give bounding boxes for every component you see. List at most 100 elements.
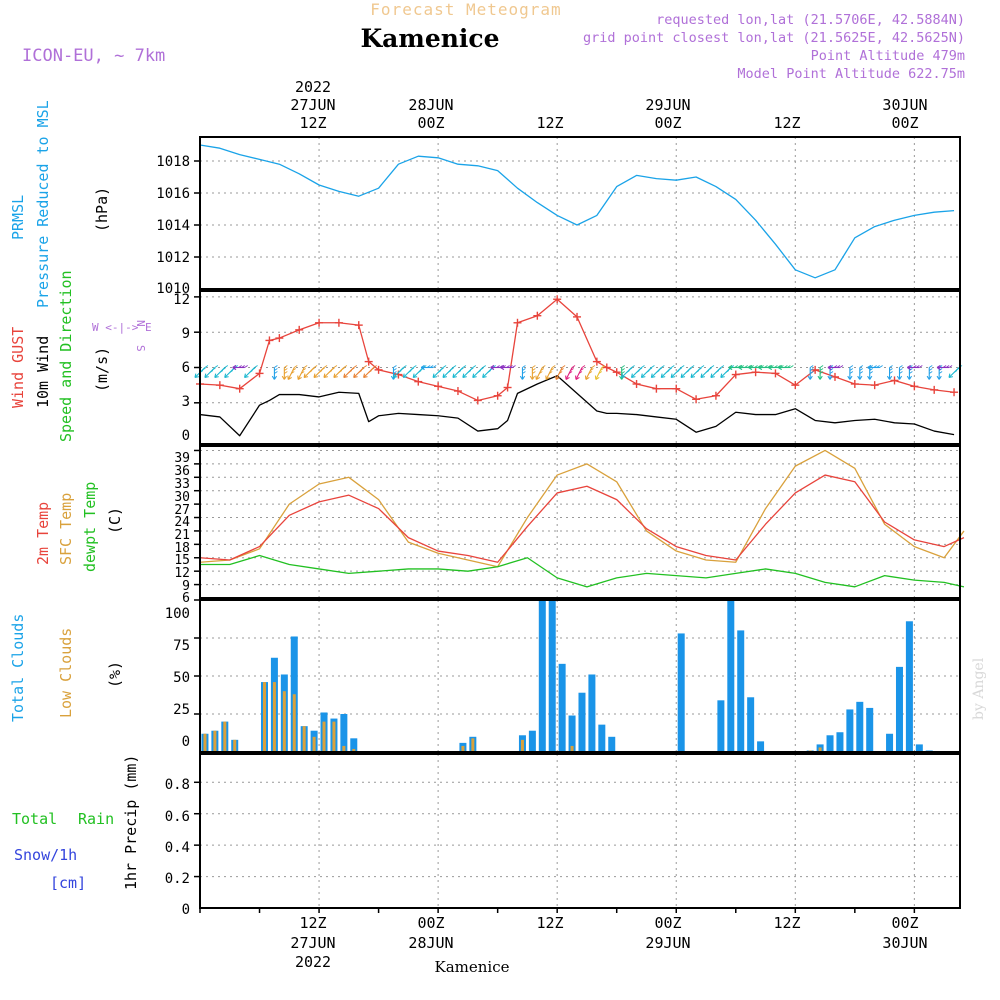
pressure-tick-label: 1014 (156, 218, 190, 234)
wind-arrow (670, 365, 685, 379)
wind-arrow-head (768, 364, 773, 368)
gust-marker (592, 357, 601, 366)
wind-arrow-head (899, 375, 903, 380)
wind-arrow-feather (700, 365, 705, 368)
wind-arrow (363, 365, 377, 379)
wind-arrow-feather (839, 365, 844, 368)
wind-arrow-feather (477, 370, 482, 373)
bottom-hour-label: 12Z (299, 914, 326, 932)
wind-arrow-head (214, 373, 217, 378)
wind-arrow-feather (869, 368, 873, 371)
panel-frame (199, 290, 961, 445)
wind-arrow-feather (836, 365, 841, 368)
wind-arrow-feather (571, 365, 576, 368)
bottom-time-axis: 12Z 00Z 12Z 00Z 12Z 00Z 27JUN 28JUN 29JU… (290, 914, 927, 976)
wind-arrow-feather (212, 367, 216, 371)
wind-arrow-head (859, 375, 863, 380)
wind-arrow-head (938, 375, 942, 380)
wind-arrow-head (232, 367, 237, 371)
wind-arrow-head (482, 373, 485, 378)
temp-tick-label: 15 (174, 553, 190, 568)
wind-arrow-feather (512, 365, 516, 368)
wind-arrow-feather (720, 365, 725, 368)
wind-arrow-head (936, 367, 941, 371)
wind-arrow-feather (343, 365, 348, 368)
total-cloud-bar (340, 714, 348, 752)
wind-arrow (281, 365, 288, 380)
wind-arrow-feather (626, 370, 630, 373)
wind-arrow-feather (274, 371, 278, 374)
total-cloud-bar (915, 744, 923, 752)
wind-arrow-feather (302, 368, 306, 371)
gust-marker (711, 391, 720, 400)
gust-marker (295, 325, 304, 334)
wind-arrow-head (728, 367, 733, 371)
wind-arrow-feather (953, 370, 958, 373)
wind-arrow-head (490, 367, 495, 371)
wind-arrow-head (303, 376, 309, 379)
point-altitude: Point Altitude 479m (811, 48, 965, 64)
wind-arrow-head (907, 364, 911, 368)
wind-arrow-head (529, 375, 533, 380)
wind-arrow-head (869, 375, 873, 380)
top-hour-label: 12Z (299, 114, 326, 132)
low-cloud-bar (292, 694, 296, 752)
total-cloud-bar (538, 600, 546, 752)
low-cloud-bar (203, 733, 207, 752)
wind-arrow-feather (685, 370, 690, 373)
wind-arrow-head (827, 375, 831, 380)
wind-arrow-feather (370, 367, 375, 371)
total-cloud-bar (846, 709, 854, 752)
wind-arrow-feather (690, 365, 695, 368)
gust-marker (791, 381, 800, 390)
wind-arrow-head (224, 376, 229, 379)
cloud-units: (%) (106, 661, 124, 688)
wind-arrow-head (393, 376, 398, 379)
wind-arrow-feather (889, 368, 893, 371)
wind-arrow-head (829, 375, 833, 380)
total-cloud-bar (886, 733, 894, 752)
wind-arrow-feather (482, 365, 487, 368)
wind-arrow (244, 365, 258, 379)
wind-arrow-head (640, 373, 643, 378)
wind-arrow-feather (460, 367, 464, 371)
wind-arrow-head (819, 375, 823, 380)
wind-arrow (555, 365, 566, 380)
requested-coords: requested lon,lat (21.5706E, 42.5884N) (656, 12, 965, 28)
pressure-tick-label: 1016 (156, 186, 190, 202)
wind-arrow-feather (928, 365, 933, 368)
wind-arrow-head (720, 376, 725, 379)
wind-arrow-feather (300, 371, 305, 374)
wind-arrow-head (313, 376, 319, 379)
wind-arrow-feather (472, 365, 477, 368)
wind-arrow-feather (671, 365, 675, 368)
wind-arrow-head (271, 375, 275, 380)
header: Forecast Meteogram Kamenice ICON-EU, ~ 7… (22, 0, 965, 82)
pressure-label-a: PRMSL (9, 195, 27, 240)
temp-units: (C) (106, 507, 124, 534)
wind-arrow-head (204, 376, 209, 379)
low-cloud-bar (262, 682, 266, 752)
wind-arrow-feather (913, 365, 917, 368)
wind-arrow-head (442, 373, 445, 378)
credit: by Angel (971, 657, 987, 720)
wind-arrow-head (500, 364, 505, 368)
wind-arrow-feather (899, 365, 903, 368)
wind-arrow-feather (251, 367, 256, 371)
wind-arrow-feather (591, 365, 596, 368)
wind-arrow-head (889, 375, 893, 380)
wind-arrow-head (472, 373, 475, 378)
wind-arrow-head (847, 375, 851, 380)
wind-arrow-feather (668, 367, 673, 371)
wind-arrow-feather (539, 371, 543, 374)
wind-arrow (472, 365, 487, 379)
wind-arrow-head (670, 373, 673, 378)
location-title: Kamenice (360, 24, 499, 53)
wind-arrow-head (323, 376, 328, 379)
wind-arrow-head (536, 376, 541, 380)
temp-sfc-label: SFC Temp (57, 493, 75, 565)
top-time-axis: 2022 27JUN 28JUN 29JUN 30JUN 12Z 00Z 12Z… (290, 78, 927, 132)
cloud-labels: Total Clouds Low Clouds (%) (9, 614, 124, 722)
temp-tick-label: 33 (174, 477, 190, 492)
